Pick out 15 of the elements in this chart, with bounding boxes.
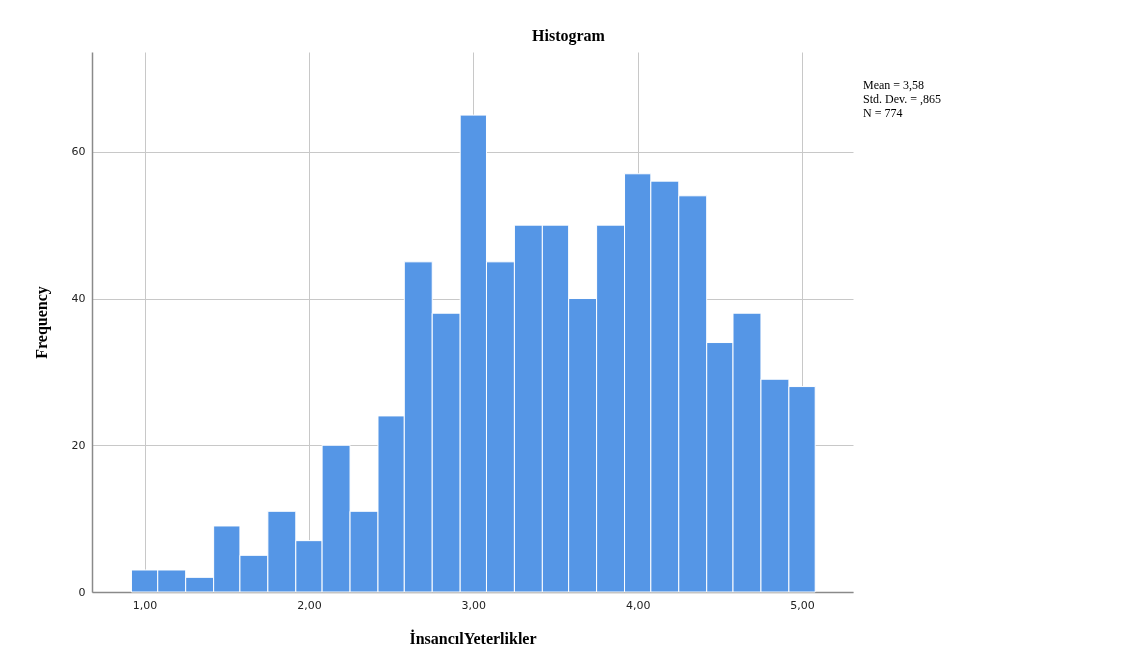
y-tick-label: 0 bbox=[78, 585, 86, 599]
y-tick-label: 40 bbox=[71, 292, 86, 306]
y-tick-label: 20 bbox=[71, 438, 86, 452]
text: Mean = 3,58 bbox=[863, 78, 925, 92]
x-tick-label: 2,00 bbox=[297, 598, 322, 612]
x-tick-label: 5,00 bbox=[790, 598, 815, 612]
chart-title: Histogram bbox=[532, 27, 606, 45]
text: N = 774 bbox=[863, 106, 903, 120]
x-tick-label: 3,00 bbox=[461, 598, 487, 612]
text: Std. Dev. = ,865 bbox=[863, 92, 941, 106]
y-axis-title: Frequency bbox=[32, 286, 51, 359]
x-axis-title: İnsancılYeterlikler bbox=[409, 628, 537, 647]
y-tick-label: 60 bbox=[71, 145, 86, 159]
x-tick-label: 1,00 bbox=[132, 598, 158, 612]
x-tick-label: 4,00 bbox=[625, 598, 651, 612]
